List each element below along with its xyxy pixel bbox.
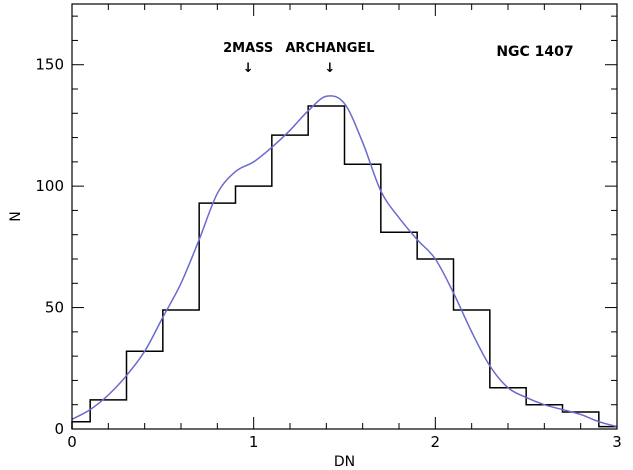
y-tick-labels: 0 50 100 150: [35, 56, 64, 438]
down-arrow-icon: ↓: [243, 61, 254, 76]
panel-label: NGC 1407: [496, 44, 573, 60]
ticks-layer: [71, 4, 618, 430]
y-tick-label: 0: [54, 420, 64, 438]
x-tick-label: 1: [249, 433, 259, 451]
histogram-steps: [71, 105, 617, 429]
x-tick-labels: 0 1 2 3: [67, 433, 622, 451]
x-tick-label: 3: [612, 433, 622, 451]
x-tick-label: 0: [67, 433, 77, 451]
x-axis-label: DN: [334, 454, 355, 470]
annotation-label: ARCHANGEL: [285, 41, 374, 56]
smooth-density-curve: [71, 95, 618, 428]
y-tick-label: 50: [45, 299, 64, 317]
y-tick-label: 150: [35, 56, 64, 74]
down-arrow-icon: ↓: [325, 61, 336, 76]
plot-frame: [71, 3, 618, 430]
annotations: 2MASS ↓ ARCHANGEL ↓: [223, 41, 374, 76]
annotation-label: 2MASS: [223, 41, 273, 56]
y-tick-label: 100: [35, 177, 64, 195]
x-tick-label: 2: [431, 433, 441, 451]
y-axis-label: N: [8, 211, 24, 221]
